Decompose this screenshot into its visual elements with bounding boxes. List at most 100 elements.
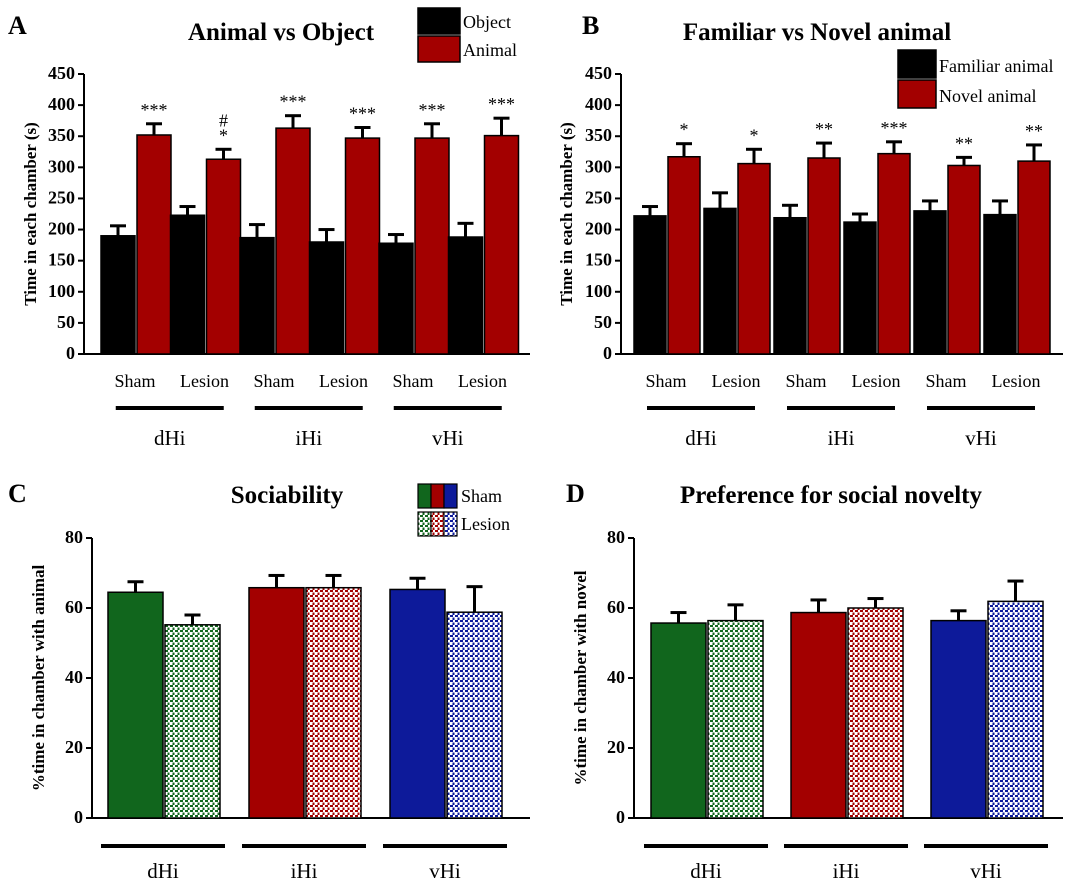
group-label: vHi bbox=[970, 859, 1002, 883]
legend-swatch bbox=[443, 511, 458, 537]
group-label: iHi bbox=[291, 859, 318, 883]
bar-familiar-animal bbox=[913, 210, 947, 355]
legend-swatch bbox=[417, 7, 461, 35]
x-tick-label: Lesion bbox=[319, 371, 368, 391]
legend-label: Familiar animal bbox=[939, 56, 1053, 76]
panel-a-legend: Object Animal bbox=[417, 7, 517, 63]
y-tick-label: 80 bbox=[607, 527, 625, 547]
bar-object bbox=[447, 236, 484, 355]
panel-c-letter: C bbox=[8, 479, 27, 508]
legend-swatch bbox=[897, 49, 937, 79]
bar-familiar-animal bbox=[633, 215, 667, 355]
bar-animal bbox=[414, 137, 450, 355]
y-tick-label: 0 bbox=[603, 343, 612, 363]
bar-familiar-animal bbox=[773, 216, 807, 355]
bar-sham bbox=[107, 591, 164, 819]
significance-label: *** bbox=[881, 118, 908, 138]
panel-b-letter: B bbox=[582, 11, 599, 40]
legend-swatch bbox=[417, 483, 432, 509]
bar-novel-animal bbox=[947, 164, 981, 355]
bar-novel-animal bbox=[1017, 160, 1051, 355]
panel-c-title: Sociability bbox=[231, 482, 344, 509]
y-tick-label: 300 bbox=[585, 156, 612, 176]
panel-c-bars: dHi iHi vHi bbox=[101, 573, 507, 883]
bar-animal bbox=[205, 158, 242, 355]
panel-c-legend: Sham Lesion bbox=[417, 483, 510, 537]
x-tick-label: Sham bbox=[785, 371, 826, 391]
group-label: iHi bbox=[295, 426, 322, 450]
y-tick-label: 20 bbox=[65, 737, 83, 757]
x-tick-label: Sham bbox=[114, 371, 155, 391]
y-tick-label: 150 bbox=[585, 250, 612, 270]
bar-sham bbox=[389, 588, 446, 819]
legend-swatch bbox=[417, 511, 432, 537]
bar-sham bbox=[790, 611, 847, 819]
y-tick-label: 200 bbox=[48, 219, 75, 239]
bar-novel-animal bbox=[737, 162, 771, 355]
panel-d-letter: D bbox=[566, 479, 585, 508]
y-tick-label: 150 bbox=[48, 250, 75, 270]
legend-label: Object bbox=[463, 12, 511, 32]
y-tick-label: 450 bbox=[48, 63, 75, 83]
bar-novel-animal bbox=[877, 152, 911, 355]
significance-label: *** bbox=[141, 100, 168, 120]
significance-label: *** bbox=[488, 94, 515, 114]
bar-familiar-animal bbox=[983, 213, 1017, 355]
y-tick-label: 100 bbox=[48, 281, 75, 301]
x-tick-label: Sham bbox=[645, 371, 686, 391]
panel-a-ylabel: Time in each chamber (s) bbox=[21, 122, 40, 306]
significance-label: # bbox=[219, 110, 228, 130]
legend-swatch bbox=[430, 511, 445, 537]
x-tick-label: Lesion bbox=[852, 371, 901, 391]
bar-lesion bbox=[847, 607, 904, 819]
legend-label: Lesion bbox=[461, 514, 510, 534]
legend-label: Novel animal bbox=[939, 86, 1036, 106]
y-tick-label: 20 bbox=[607, 737, 625, 757]
panel-a-axes: 0 50 100 150 200 250 300 350 400 450 bbox=[48, 63, 530, 363]
significance-label: *** bbox=[349, 104, 376, 124]
bar-novel-animal bbox=[807, 157, 841, 355]
significance-label: *** bbox=[419, 100, 446, 120]
y-tick-label: 40 bbox=[607, 667, 625, 687]
panel-a-bars: *** Sham *# Lesion *** Sham *** Lesion *** Sham **… bbox=[100, 92, 520, 450]
bar-familiar-animal bbox=[703, 207, 737, 355]
y-tick-label: 100 bbox=[585, 281, 612, 301]
bar-animal bbox=[275, 127, 311, 355]
panel-a-title: Animal vs Object bbox=[188, 19, 375, 46]
y-tick-label: 0 bbox=[74, 807, 83, 827]
bar-lesion bbox=[164, 624, 221, 819]
panel-c-ylabel: %time in chamber with animal bbox=[29, 565, 48, 792]
group-label: vHi bbox=[432, 426, 464, 450]
bar-novel-animal bbox=[667, 156, 701, 355]
panel-b-legend: Familiar animal Novel animal bbox=[897, 49, 1053, 109]
y-tick-label: 300 bbox=[48, 156, 75, 176]
significance-label: ** bbox=[955, 133, 973, 153]
bar-sham bbox=[650, 622, 707, 819]
x-tick-label: Sham bbox=[253, 371, 294, 391]
group-label: iHi bbox=[833, 859, 860, 883]
y-tick-label: 0 bbox=[66, 343, 75, 363]
y-tick-label: 400 bbox=[48, 94, 75, 114]
significance-label: * bbox=[219, 125, 228, 145]
bar-lesion bbox=[305, 586, 362, 819]
y-tick-label: 60 bbox=[65, 597, 83, 617]
group-label: vHi bbox=[965, 426, 997, 450]
y-tick-label: 250 bbox=[585, 187, 612, 207]
y-tick-label: 350 bbox=[48, 125, 75, 145]
x-tick-label: Lesion bbox=[712, 371, 761, 391]
bar-lesion bbox=[987, 600, 1044, 819]
group-label: dHi bbox=[147, 859, 179, 883]
x-tick-label: Lesion bbox=[458, 371, 507, 391]
legend-label: Sham bbox=[461, 486, 502, 506]
significance-label: * bbox=[750, 125, 759, 145]
y-tick-label: 250 bbox=[48, 187, 75, 207]
x-tick-label: Sham bbox=[925, 371, 966, 391]
bar-animal bbox=[344, 137, 381, 355]
significance-label: ** bbox=[815, 119, 833, 139]
y-tick-label: 400 bbox=[585, 94, 612, 114]
legend-label: Animal bbox=[463, 40, 517, 60]
bar-familiar-animal bbox=[843, 221, 877, 355]
panel-b-ylabel: Time in each chamber (s) bbox=[557, 122, 576, 306]
group-label: dHi bbox=[685, 426, 717, 450]
panel-d-ylabel: %time in chamber with novel bbox=[571, 570, 590, 785]
